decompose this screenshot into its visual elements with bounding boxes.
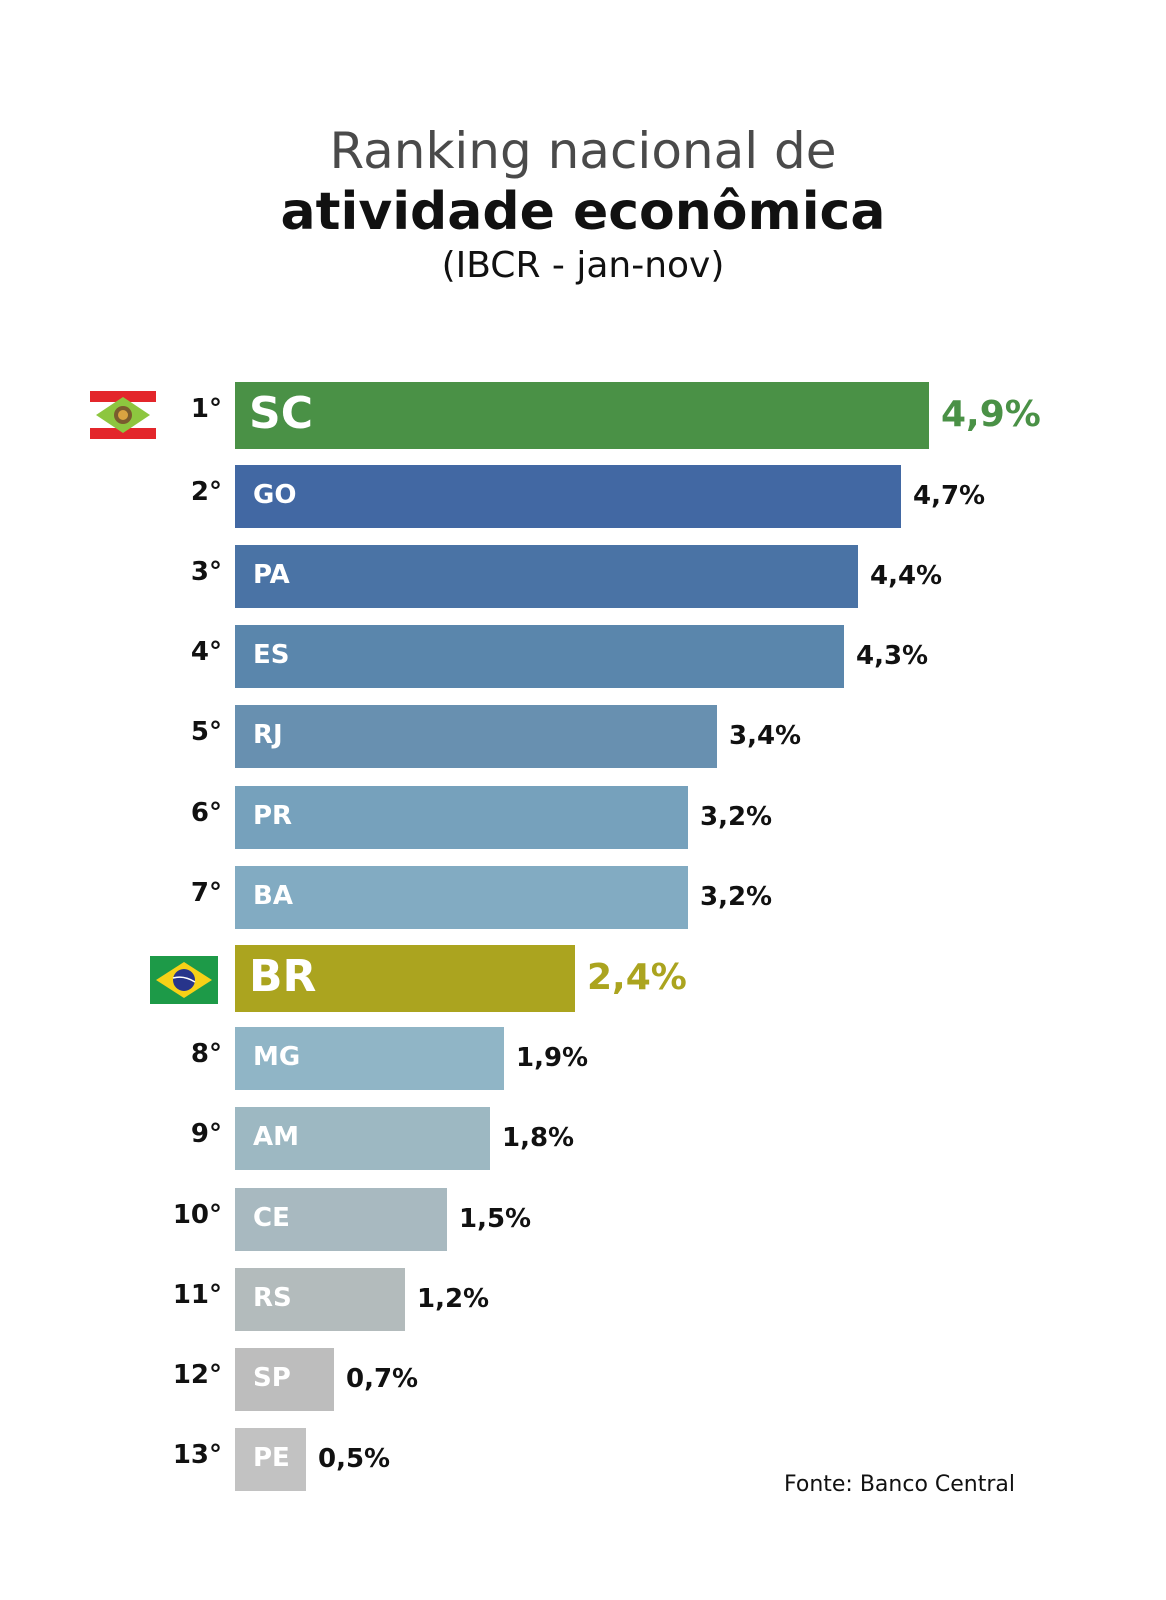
rank-label: 13° [172, 1440, 222, 1470]
bar-label: AM [253, 1122, 299, 1152]
value-label: 0,7% [346, 1364, 419, 1394]
value-label: 4,9% [941, 394, 1041, 435]
value-label: 4,4% [870, 561, 943, 591]
bar-pr: PR [235, 786, 688, 849]
bar-pe: PE [235, 1428, 306, 1491]
value-label: 3,4% [729, 721, 802, 751]
bar-label: ES [253, 640, 290, 670]
bar-go: GO [235, 465, 901, 528]
bar-label: CE [253, 1203, 290, 1233]
rank-label: 4° [190, 637, 222, 667]
value-label: 2,4% [587, 957, 687, 998]
value-label: 3,2% [700, 802, 773, 832]
value-label: 4,3% [856, 641, 929, 671]
santa-catarina-flag [90, 391, 156, 443]
bar-am: AM [235, 1107, 490, 1170]
bar-sp: SP [235, 1348, 334, 1411]
rank-label: 7° [190, 878, 222, 908]
value-label: 3,2% [700, 882, 773, 912]
brazil-flag [150, 956, 218, 1008]
bar-label: RS [253, 1283, 292, 1313]
value-label: 1,5% [459, 1204, 532, 1234]
bar-mg: MG [235, 1027, 504, 1090]
chart-title-line1: Ranking nacional de [329, 122, 837, 180]
value-label: 4,7% [913, 481, 986, 511]
bar-pa: PA [235, 545, 858, 608]
rank-label: 10° [172, 1200, 222, 1230]
chart-title-line2: atividade econômica [280, 182, 886, 242]
rank-label: 2° [190, 477, 222, 507]
bar-label: BA [253, 881, 293, 911]
rank-label: 11° [172, 1280, 222, 1310]
bar-ba: BA [235, 866, 688, 929]
rank-label: 8° [190, 1039, 222, 1069]
value-label: 1,2% [417, 1284, 490, 1314]
bar-rs: RS [235, 1268, 405, 1331]
bar-label: SC [249, 388, 313, 439]
bar-label: PR [253, 801, 293, 831]
bar-label: GO [253, 480, 297, 510]
value-label: 0,5% [318, 1444, 391, 1474]
bar-sc: SC [235, 382, 929, 449]
rank-label: 3° [190, 557, 222, 587]
bar-br: BR [235, 945, 575, 1012]
bar-es: ES [235, 625, 844, 688]
bar-ce: CE [235, 1188, 447, 1251]
rank-label: 5° [190, 717, 222, 747]
rank-label: 1° [190, 394, 222, 424]
bar-label: RJ [253, 720, 283, 750]
bar-label: PE [253, 1443, 290, 1473]
source-note: Fonte: Banco Central [784, 1472, 1016, 1497]
bar-rj: RJ [235, 705, 717, 768]
rank-label: 6° [190, 798, 222, 828]
bar-label: BR [249, 951, 317, 1002]
bar-label: MG [253, 1042, 301, 1072]
bar-label: SP [253, 1363, 291, 1393]
value-label: 1,9% [516, 1043, 589, 1073]
value-label: 1,8% [502, 1123, 575, 1153]
chart-subtitle: (IBCR - jan-nov) [441, 245, 725, 286]
rank-label: 9° [190, 1119, 222, 1149]
bar-label: PA [253, 560, 290, 590]
rank-label: 12° [172, 1360, 222, 1390]
